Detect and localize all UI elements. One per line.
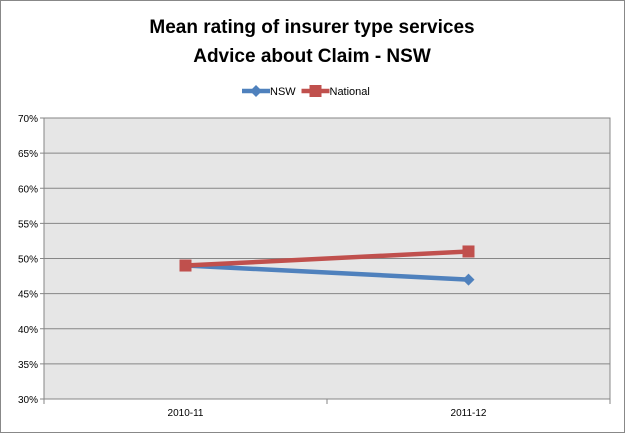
legend-marker-icon	[309, 85, 322, 97]
y-tick-label: 55%	[18, 219, 38, 230]
legend: NSW National	[242, 85, 370, 98]
legend-label: NSW	[270, 86, 296, 98]
chart-title-line-2: Advice about Claim - NSW	[193, 46, 431, 67]
x-tick-label: 2010-11	[168, 408, 204, 419]
y-tick-label: 50%	[18, 255, 38, 266]
chart-title-line-1: Mean rating of insurer type services	[149, 17, 474, 38]
series-line-national	[185, 249, 469, 268]
legend-label: National	[330, 86, 370, 98]
y-tick-label: 70%	[18, 114, 38, 125]
y-tick-label: 40%	[18, 325, 38, 336]
legend-item-national: National	[301, 85, 370, 98]
series-group	[179, 245, 475, 286]
data-point-nsw	[462, 273, 475, 286]
y-tick-label: 65%	[18, 149, 38, 160]
y-tick-label: 45%	[18, 290, 38, 301]
legend-marker-icon	[250, 85, 262, 97]
axes: 30% 35% 40% 45% 50% 55% 60% 65% 70% 2010-11 2011-1…	[18, 114, 611, 419]
y-tick-label: 30%	[18, 395, 38, 406]
x-tick-label: 2011-12	[451, 408, 487, 419]
data-point-national	[462, 245, 475, 258]
y-tick-label: 35%	[18, 360, 38, 371]
data-point-national	[179, 259, 192, 272]
series-line-nsw	[185, 263, 469, 282]
series-national	[179, 245, 475, 272]
y-tick-label: 60%	[18, 184, 38, 195]
legend-item-nsw: NSW	[242, 85, 296, 98]
